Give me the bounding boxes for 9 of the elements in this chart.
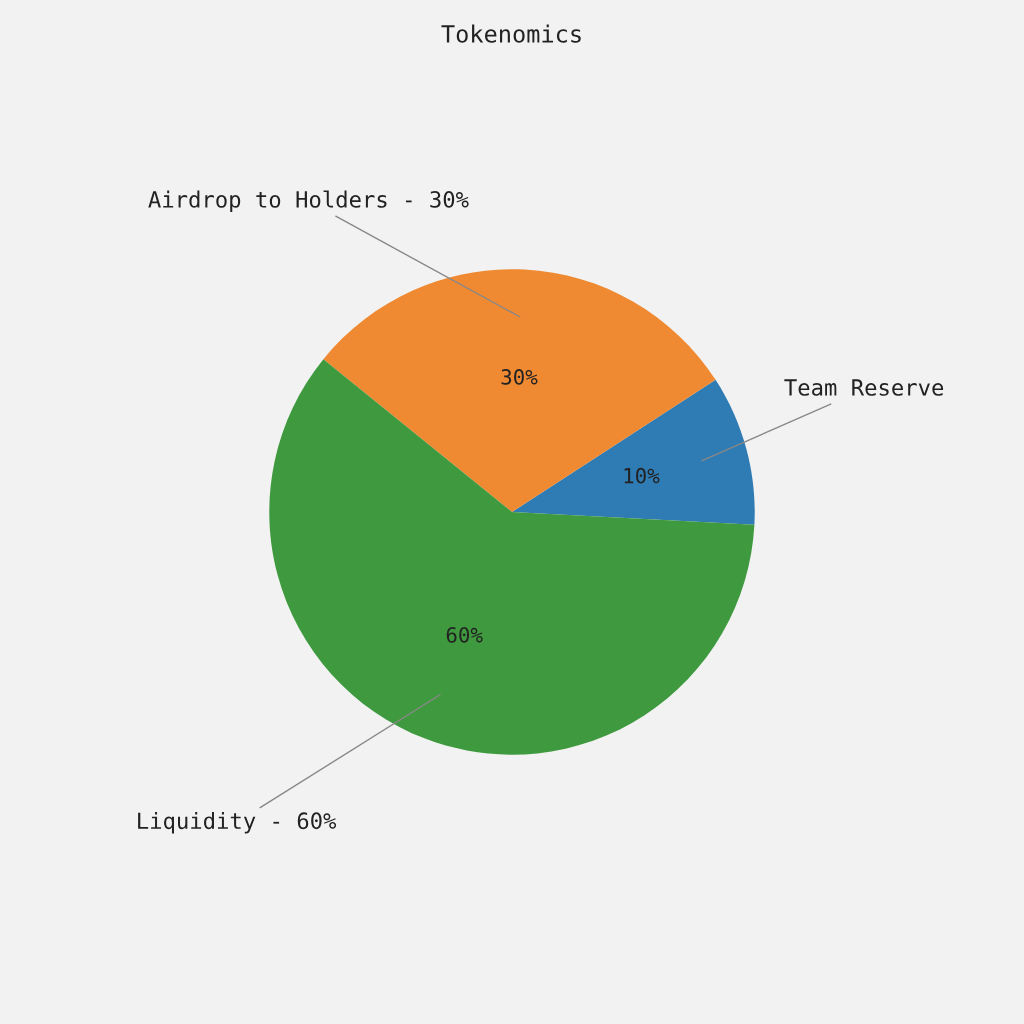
data-label: 30%: [501, 369, 538, 385]
data-label: 10%: [624, 467, 660, 484]
chart-title: Tokenomics: [441, 24, 581, 43]
pie-slice: [323, 269, 716, 512]
slice-label: Airdrop to Holders - 30%: [148, 190, 469, 213]
slice-label: Team Reserve: [784, 379, 944, 396]
pie-slice: [269, 359, 755, 755]
data-label: 60%: [446, 626, 483, 643]
slice-label: Liquidity - 60%: [138, 811, 337, 834]
